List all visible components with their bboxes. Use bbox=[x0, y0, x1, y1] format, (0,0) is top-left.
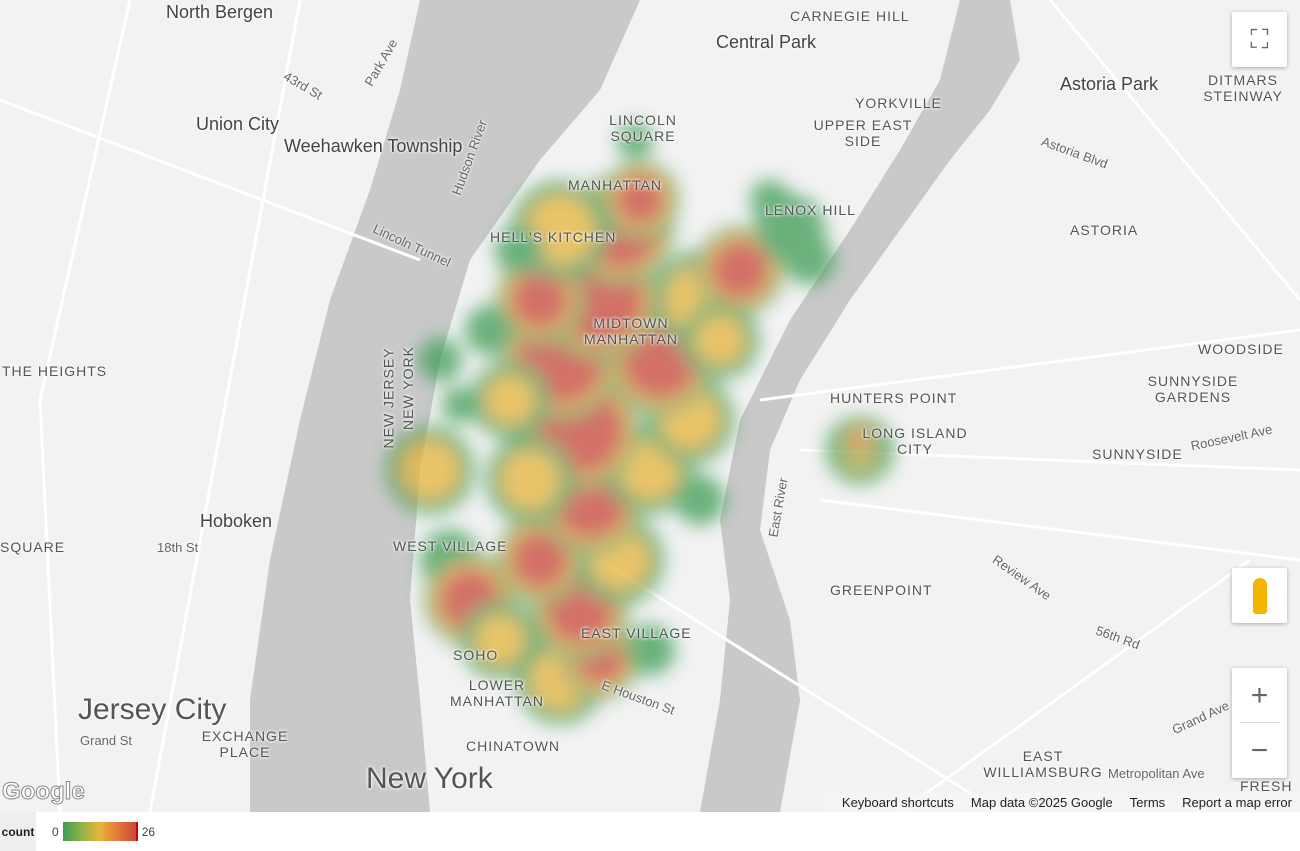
place-label: Hoboken bbox=[200, 511, 273, 531]
street-view-pegman[interactable] bbox=[1232, 568, 1287, 623]
hudson-river bbox=[250, 0, 640, 812]
heat-point bbox=[510, 530, 570, 590]
heat-point bbox=[510, 270, 570, 330]
place-label: Astoria Park bbox=[1060, 74, 1159, 94]
place-label: Central Park bbox=[716, 32, 817, 52]
heatmap-layer bbox=[386, 122, 894, 724]
place-label: SOHO bbox=[453, 647, 499, 663]
place-label: WOODSIDE bbox=[1198, 341, 1284, 357]
heat-point bbox=[625, 625, 675, 675]
place-label: EAST WILLIAMSBURG bbox=[983, 748, 1103, 780]
place-label: SQUARE bbox=[0, 539, 66, 555]
place-label: MANHATTAN bbox=[568, 177, 663, 193]
heatmap-legend: count 0 26 bbox=[0, 812, 1300, 851]
terms-link[interactable]: Terms bbox=[1129, 795, 1166, 810]
roads bbox=[0, 0, 1300, 812]
keyboard-shortcuts-link[interactable]: Keyboard shortcuts bbox=[841, 795, 954, 810]
attribution-bar: Keyboard shortcuts Map data ©2025 Google… bbox=[823, 793, 1300, 812]
heat-point bbox=[485, 375, 535, 425]
place-label: 18th St bbox=[157, 540, 199, 555]
heat-point bbox=[442, 387, 478, 423]
place-label: CARNEGIE HILL bbox=[790, 8, 910, 24]
legend-min: 0 bbox=[52, 824, 59, 839]
place-label: EAST VILLAGE bbox=[581, 625, 692, 641]
place-label: LINCOLN SQUARE bbox=[609, 112, 677, 144]
place-label: YORKVILLE bbox=[855, 95, 942, 111]
heat-point bbox=[465, 305, 515, 355]
map-base bbox=[0, 0, 1300, 812]
heat-point bbox=[615, 175, 665, 225]
heat-point bbox=[617, 122, 653, 158]
place-label: MIDTOWN MANHATTAN bbox=[583, 315, 679, 347]
place-label: NEW YORK bbox=[399, 346, 416, 430]
place-label: Jersey City bbox=[78, 693, 227, 726]
legend-label: count bbox=[0, 812, 36, 851]
heat-point bbox=[750, 180, 790, 220]
place-label: SUNNYSIDE GARDENS bbox=[1147, 373, 1239, 405]
place-label: LENOX HILL bbox=[765, 202, 856, 218]
place-label: UPPER EAST SIDE bbox=[813, 117, 913, 149]
east-river bbox=[700, 0, 1020, 812]
legend-max: 26 bbox=[141, 824, 156, 839]
place-label: WEST VILLAGE bbox=[393, 538, 508, 554]
heat-point bbox=[500, 450, 560, 510]
pegman-icon bbox=[1252, 577, 1267, 614]
place-label: EXCHANGE PLACE bbox=[201, 728, 289, 760]
place-label: Metropolitan Ave bbox=[1108, 766, 1205, 781]
google-logo[interactable]: Google bbox=[2, 778, 86, 806]
heat-point bbox=[400, 440, 460, 500]
heat-point bbox=[475, 615, 525, 665]
place-label: CHINATOWN bbox=[466, 738, 561, 754]
place-label: Union City bbox=[196, 114, 280, 134]
map[interactable]: North Bergen Union City Weehawken Township… bbox=[0, 0, 1300, 812]
place-label: North Bergen bbox=[166, 2, 274, 22]
place-label: New York bbox=[366, 762, 493, 795]
place-label: LOWER MANHATTAN bbox=[449, 677, 545, 709]
place-label: Grand St bbox=[80, 733, 133, 748]
legend-gradient bbox=[62, 822, 138, 841]
zoom-out-button[interactable]: − bbox=[1250, 734, 1269, 767]
place-label: THE HEIGHTS bbox=[2, 363, 108, 379]
heat-point bbox=[675, 475, 725, 525]
zoom-in-button[interactable]: + bbox=[1239, 668, 1280, 723]
place-label: ASTORIA bbox=[1070, 222, 1139, 238]
heat-point bbox=[785, 235, 835, 285]
heat-point bbox=[495, 225, 545, 275]
place-label: LONG ISLAND CITY bbox=[862, 425, 968, 457]
map-data-text: Map data ©2025 Google bbox=[970, 795, 1113, 810]
place-label: NEW JERSEY bbox=[380, 347, 397, 449]
heat-point bbox=[418, 338, 462, 382]
place-label: Weehawken Township bbox=[284, 136, 463, 156]
report-error-link[interactable]: Report a map error bbox=[1182, 795, 1292, 810]
place-label: HELL'S KITCHEN bbox=[490, 229, 617, 245]
place-label: SUNNYSIDE bbox=[1092, 446, 1183, 462]
place-label: DITMARS STEINWAY bbox=[1203, 72, 1283, 104]
heat-point bbox=[852, 432, 868, 448]
heat-point bbox=[710, 240, 770, 300]
place-label: GREENPOINT bbox=[830, 582, 933, 598]
place-label: HUNTERS POINT bbox=[830, 390, 958, 406]
fullscreen-button[interactable]: ⛶ bbox=[1232, 12, 1287, 67]
fullscreen-icon: ⛶ bbox=[1250, 23, 1269, 54]
heat-point bbox=[695, 315, 745, 365]
place-label: FRESH bbox=[1240, 778, 1293, 794]
